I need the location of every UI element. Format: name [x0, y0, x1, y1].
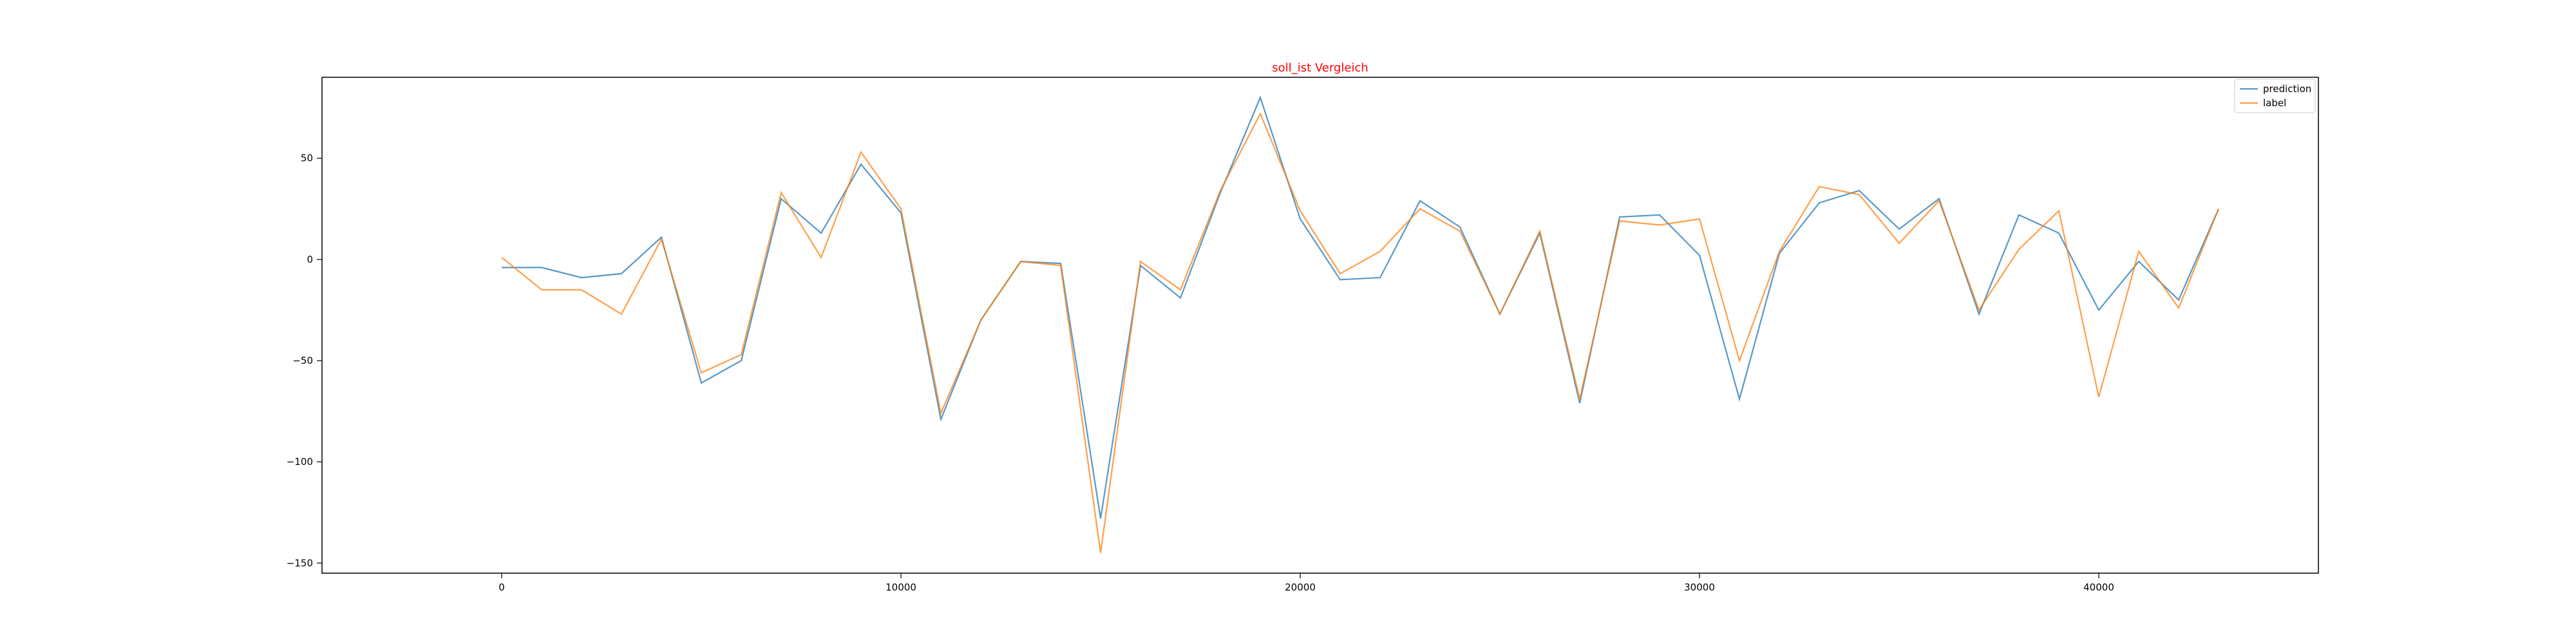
x-tick-label: 30000 [1684, 582, 1715, 593]
y-tick-label: 50 [301, 153, 313, 164]
x-tick-label: 20000 [1285, 582, 1316, 593]
legend-label-prediction: prediction [2263, 83, 2311, 95]
x-tick-label: 0 [498, 582, 505, 593]
y-tick-label: 0 [307, 254, 313, 265]
plot-area-frame [321, 77, 2319, 574]
y-tick-label: −150 [287, 557, 313, 569]
y-tick-label: −50 [292, 355, 313, 366]
x-tick-label: 10000 [886, 582, 916, 593]
legend-label-label: label [2263, 97, 2286, 109]
y-axis-ticks: −150 −100 −50 0 50 [287, 153, 322, 569]
chart-title: soll_ist Vergleich [1272, 61, 1368, 75]
y-tick-label: −100 [287, 456, 313, 468]
legend: prediction label [2234, 79, 2316, 113]
legend-box [2234, 79, 2316, 113]
series-line-prediction [502, 95, 2220, 519]
x-axis-ticks: 0 10000 20000 30000 40000 [498, 573, 2114, 593]
x-tick-label: 40000 [2083, 582, 2114, 593]
plot-lines [501, 95, 2220, 553]
series-line-label [501, 111, 2220, 553]
